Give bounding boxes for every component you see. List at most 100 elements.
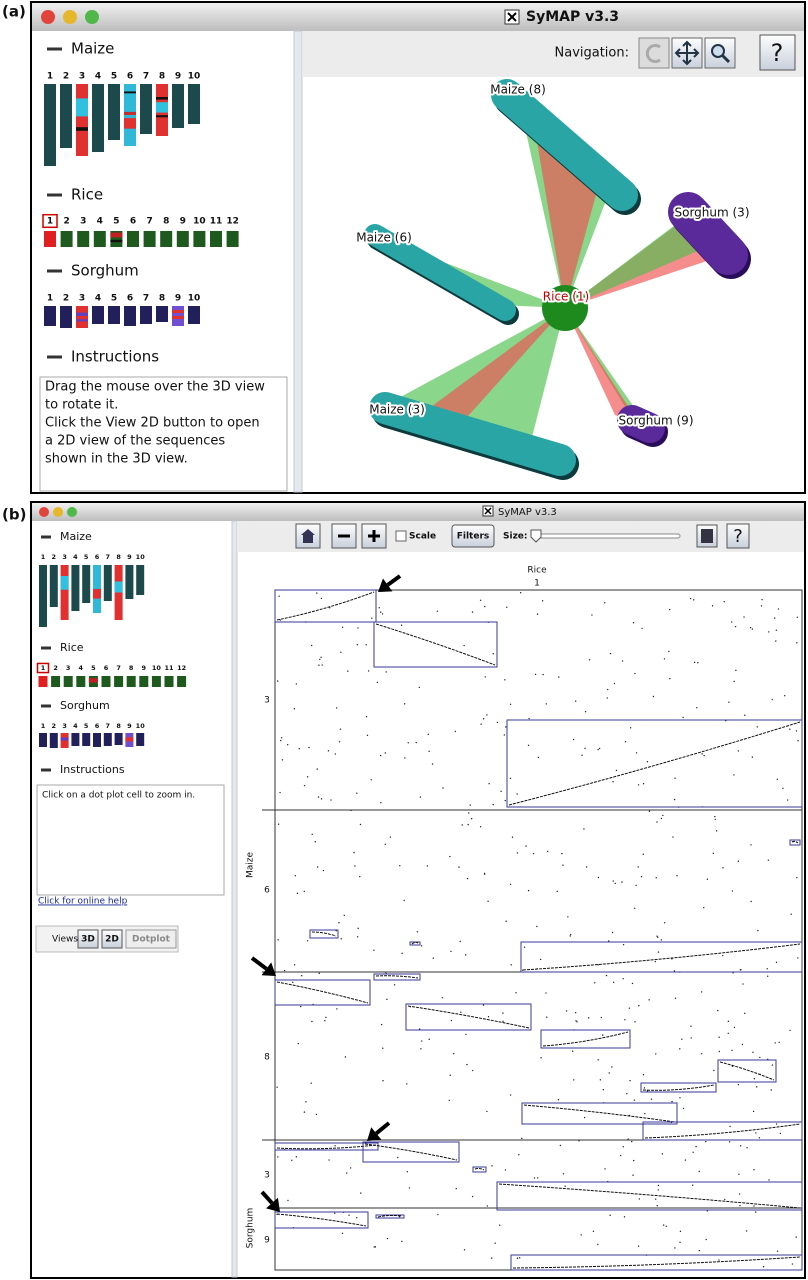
chromosome[interactable] (136, 565, 145, 595)
collapse-toggle[interactable] (41, 704, 51, 708)
chromosome[interactable] (125, 565, 134, 599)
chromosome[interactable] (60, 565, 69, 620)
3d-view[interactable]: Maize (8) Sorghum (3) Maize (6) Rice (1) Mai… (354, 79, 752, 480)
synteny-block[interactable] (274, 979, 371, 1006)
chromosome[interactable] (49, 565, 58, 607)
chromosome[interactable] (101, 676, 111, 687)
collapse-toggle[interactable] (41, 646, 51, 650)
synteny-block[interactable] (789, 839, 801, 846)
chromosome[interactable] (44, 231, 56, 247)
chromosome[interactable] (151, 676, 161, 687)
chromosome[interactable] (60, 231, 73, 247)
scale-checkbox[interactable] (395, 530, 407, 542)
chromosome-cylinder[interactable] (668, 192, 748, 275)
synteny-block[interactable] (274, 589, 377, 623)
chromosome[interactable] (164, 676, 174, 687)
chromosome[interactable] (193, 231, 206, 247)
collapse-toggle[interactable] (41, 768, 51, 772)
chromosome[interactable] (76, 306, 88, 328)
chromosome[interactable] (39, 733, 47, 747)
chromosome[interactable] (82, 565, 91, 603)
chromosome[interactable] (143, 231, 156, 247)
chromosome[interactable] (92, 84, 104, 152)
chromosome[interactable] (188, 306, 200, 324)
synteny-block[interactable] (640, 1082, 717, 1093)
rotate-button[interactable] (638, 37, 670, 69)
chromosome[interactable] (124, 306, 136, 326)
chromosome[interactable] (93, 733, 101, 747)
chromosome[interactable] (103, 733, 112, 746)
view-dotplot-button[interactable] (125, 929, 177, 949)
chromosome[interactable] (114, 676, 124, 687)
chromosome[interactable] (63, 676, 73, 687)
chromosome[interactable] (108, 306, 120, 324)
zoom-button[interactable] (67, 507, 77, 517)
view-3d-button[interactable] (77, 929, 99, 949)
chromosome[interactable] (71, 565, 80, 611)
chromosome[interactable] (76, 84, 88, 156)
chromosome[interactable] (188, 84, 200, 124)
help-button[interactable] (759, 34, 796, 71)
chromosome[interactable] (39, 565, 47, 627)
chromosome[interactable] (92, 306, 104, 324)
chromosome-cylinder[interactable] (617, 405, 665, 443)
minimize-button[interactable] (53, 507, 63, 517)
close-button[interactable] (39, 507, 49, 517)
chromosome[interactable] (114, 733, 123, 745)
synteny-block[interactable] (520, 941, 803, 973)
dotplot[interactable]: Rice 1 Maize 3 6 8 Sorghum 3 9 (246, 566, 803, 1271)
chromosome[interactable] (177, 676, 187, 687)
chromosome[interactable] (77, 231, 90, 247)
chromosome-cylinder[interactable] (364, 224, 516, 321)
collapse-toggle[interactable] (41, 535, 51, 539)
chromosome[interactable] (136, 733, 145, 746)
chromosome[interactable] (71, 733, 80, 746)
chromosome[interactable] (93, 231, 106, 247)
chromosome-cylinder[interactable] (369, 392, 576, 476)
synteny-block[interactable] (373, 621, 498, 668)
synteny-block[interactable] (510, 1254, 803, 1271)
chromosome[interactable] (156, 306, 168, 322)
chromosome[interactable] (44, 84, 56, 166)
chromosome[interactable] (126, 676, 136, 687)
chromosome[interactable] (38, 676, 48, 687)
chromosome[interactable] (103, 565, 112, 601)
collapse-toggle[interactable] (47, 269, 62, 273)
synteny-block[interactable] (642, 1121, 803, 1141)
filters-button[interactable] (451, 524, 495, 548)
chromosome[interactable] (226, 231, 239, 247)
synteny-block[interactable] (506, 719, 803, 808)
chromosome[interactable] (51, 676, 61, 687)
chromosome[interactable] (172, 84, 184, 128)
chromosome[interactable] (160, 231, 173, 247)
synteny-block[interactable] (409, 941, 421, 946)
minimize-button[interactable] (63, 10, 77, 24)
close-button[interactable] (41, 10, 55, 24)
help-button[interactable] (726, 523, 750, 549)
rice-chromosome[interactable] (542, 285, 588, 331)
collapse-toggle[interactable] (47, 47, 62, 51)
zoom-button[interactable] (85, 10, 99, 24)
synteny-block[interactable] (309, 929, 339, 939)
size-slider[interactable] (531, 533, 681, 539)
chromosome[interactable] (60, 306, 72, 328)
chromosome[interactable] (60, 84, 72, 148)
synteny-block[interactable] (362, 1141, 460, 1163)
chromosome[interactable] (76, 676, 86, 687)
synteny-block[interactable] (540, 1029, 631, 1049)
chromosome[interactable] (49, 733, 58, 748)
synteny-block[interactable] (274, 1211, 369, 1229)
splitter[interactable] (293, 30, 303, 493)
collapse-toggle[interactable] (47, 355, 62, 359)
synteny-block[interactable] (717, 1059, 777, 1083)
synteny-block[interactable] (274, 1142, 379, 1151)
chromosome[interactable] (140, 306, 152, 324)
collapse-toggle[interactable] (47, 193, 62, 197)
view-2d-button[interactable] (101, 929, 123, 949)
chromosome[interactable] (82, 733, 91, 746)
synteny-block[interactable] (496, 1181, 803, 1211)
splitter[interactable] (231, 520, 238, 1278)
synteny-block[interactable] (521, 1102, 678, 1125)
chromosome[interactable] (139, 676, 149, 687)
chromosome[interactable] (44, 306, 56, 326)
